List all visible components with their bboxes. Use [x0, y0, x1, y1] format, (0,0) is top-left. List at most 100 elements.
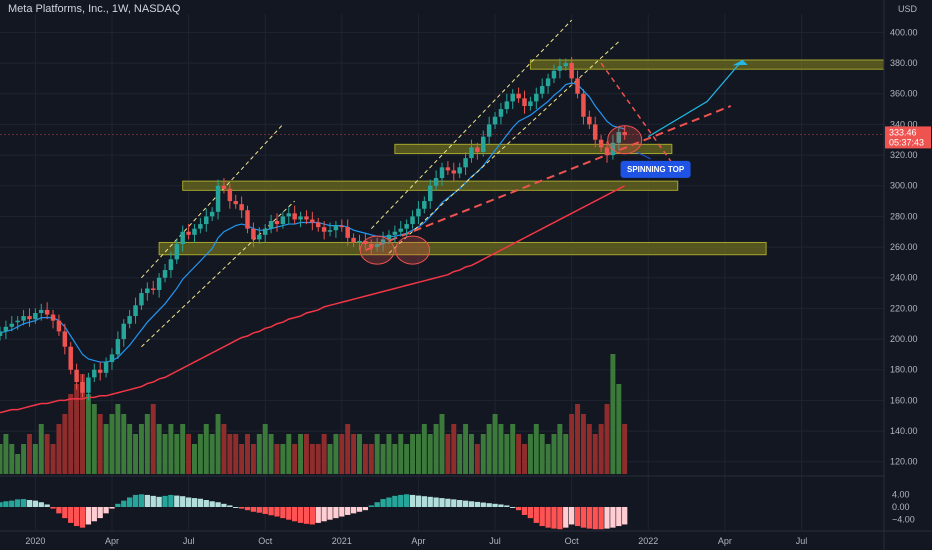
projection-line[interactable] — [647, 59, 744, 138]
candle-body[interactable] — [280, 216, 286, 225]
candle-body[interactable] — [522, 98, 527, 106]
candle-body[interactable] — [33, 313, 38, 320]
candle-body[interactable] — [357, 240, 362, 243]
candle-body[interactable] — [115, 339, 121, 355]
candle-body[interactable] — [439, 167, 445, 179]
pattern-highlight-circle[interactable] — [359, 235, 395, 265]
candle-body[interactable] — [433, 178, 439, 186]
candle-body[interactable] — [3, 326, 9, 332]
candle-body[interactable] — [475, 147, 480, 152]
candle-body[interactable] — [292, 213, 297, 220]
candle-body[interactable] — [162, 270, 168, 278]
candle-body[interactable] — [404, 224, 409, 229]
candle-body[interactable] — [0, 331, 3, 336]
candle-body[interactable] — [592, 124, 598, 140]
candle-body[interactable] — [68, 346, 73, 370]
channel-line-lower-2[interactable] — [388, 41, 620, 254]
candle-body[interactable] — [74, 369, 79, 382]
candle-body[interactable] — [56, 320, 62, 332]
candle-body[interactable] — [304, 216, 309, 220]
candle-body[interactable] — [339, 225, 345, 228]
trendline-support[interactable] — [365, 105, 732, 252]
candle-body[interactable] — [145, 288, 150, 294]
candle-body[interactable] — [516, 93, 521, 99]
candle-body[interactable] — [363, 240, 368, 244]
candle-body[interactable] — [528, 101, 533, 106]
candle-body[interactable] — [327, 230, 333, 232]
candle-body[interactable] — [321, 227, 327, 232]
annotation-box[interactable] — [620, 160, 691, 178]
candle-body[interactable] — [62, 331, 68, 347]
candle-body[interactable] — [268, 221, 274, 229]
candle-body[interactable] — [133, 305, 138, 317]
candle-body[interactable] — [575, 78, 580, 94]
candle-body[interactable] — [221, 185, 227, 189]
candle-body[interactable] — [545, 78, 551, 87]
candle-body[interactable] — [186, 231, 191, 235]
candle-body[interactable] — [598, 139, 604, 148]
candle-body[interactable] — [227, 188, 233, 202]
candle-body[interactable] — [180, 231, 185, 244]
candle-body[interactable] — [150, 288, 156, 290]
candle-body[interactable] — [9, 323, 15, 327]
candle-body[interactable] — [316, 222, 321, 228]
candle-body[interactable] — [451, 170, 457, 174]
candle-body[interactable] — [386, 234, 392, 240]
candle-body[interactable] — [127, 316, 132, 324]
trendline-down[interactable] — [600, 62, 673, 164]
candle-body[interactable] — [333, 225, 339, 231]
candle-body[interactable] — [610, 142, 616, 156]
candle-body[interactable] — [557, 66, 563, 71]
candle-body[interactable] — [587, 116, 592, 125]
candle-body[interactable] — [239, 204, 244, 211]
candle-body[interactable] — [410, 216, 415, 225]
candle-body[interactable] — [39, 309, 44, 313]
candle-body[interactable] — [215, 185, 221, 212]
candle-body[interactable] — [504, 101, 510, 110]
candle-body[interactable] — [121, 323, 126, 340]
candle-body[interactable] — [233, 201, 238, 205]
candle-body[interactable] — [581, 93, 586, 117]
candle-body[interactable] — [274, 221, 280, 225]
candle-body[interactable] — [168, 259, 174, 271]
candle-body[interactable] — [103, 362, 109, 373]
candle-body[interactable] — [204, 216, 209, 225]
candle-body[interactable] — [492, 116, 498, 125]
candle-body[interactable] — [427, 185, 433, 202]
candle-body[interactable] — [351, 237, 356, 243]
candle-body[interactable] — [616, 132, 622, 143]
candle-body[interactable] — [622, 132, 627, 136]
candle-body[interactable] — [539, 86, 545, 94]
candle-body[interactable] — [27, 316, 32, 320]
candle-body[interactable] — [50, 314, 56, 321]
candle-body[interactable] — [192, 228, 197, 235]
candle-body[interactable] — [498, 109, 504, 117]
candle-body[interactable] — [422, 201, 427, 209]
pattern-highlight-circle[interactable] — [607, 125, 643, 155]
candle-body[interactable] — [245, 210, 250, 229]
candle-body[interactable] — [563, 63, 568, 67]
candle-body[interactable] — [97, 369, 103, 373]
support-resistance-zone[interactable] — [394, 143, 673, 155]
candle-body[interactable] — [21, 316, 26, 321]
candle-body[interactable] — [374, 244, 380, 248]
candle-body[interactable] — [486, 124, 492, 137]
candle-body[interactable] — [198, 224, 203, 229]
candle-body[interactable] — [392, 231, 398, 235]
candle-body[interactable] — [604, 147, 610, 156]
candle-body[interactable] — [345, 227, 350, 238]
support-resistance-zone[interactable] — [529, 59, 885, 70]
candle-body[interactable] — [139, 293, 144, 306]
candle-body[interactable] — [286, 213, 292, 217]
candle-body[interactable] — [92, 369, 97, 378]
support-resistance-zone[interactable] — [158, 241, 767, 256]
candle-body[interactable] — [262, 228, 268, 235]
candle-body[interactable] — [510, 93, 515, 102]
last-price-badge[interactable] — [885, 126, 931, 149]
candle-body[interactable] — [398, 228, 403, 232]
candle-body[interactable] — [534, 93, 539, 102]
pattern-highlight-circle[interactable] — [395, 235, 431, 265]
candle-body[interactable] — [80, 382, 85, 393]
channel-line-upper-2[interactable] — [370, 19, 573, 230]
